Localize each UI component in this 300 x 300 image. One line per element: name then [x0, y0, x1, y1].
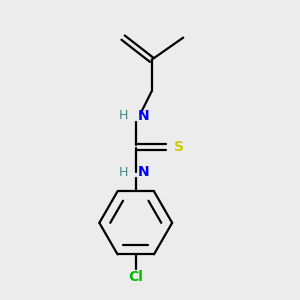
Text: Cl: Cl [128, 270, 143, 284]
Text: N: N [137, 165, 149, 179]
Text: S: S [174, 140, 184, 154]
Text: H: H [118, 166, 128, 179]
Text: N: N [137, 109, 149, 123]
Text: H: H [118, 109, 128, 122]
